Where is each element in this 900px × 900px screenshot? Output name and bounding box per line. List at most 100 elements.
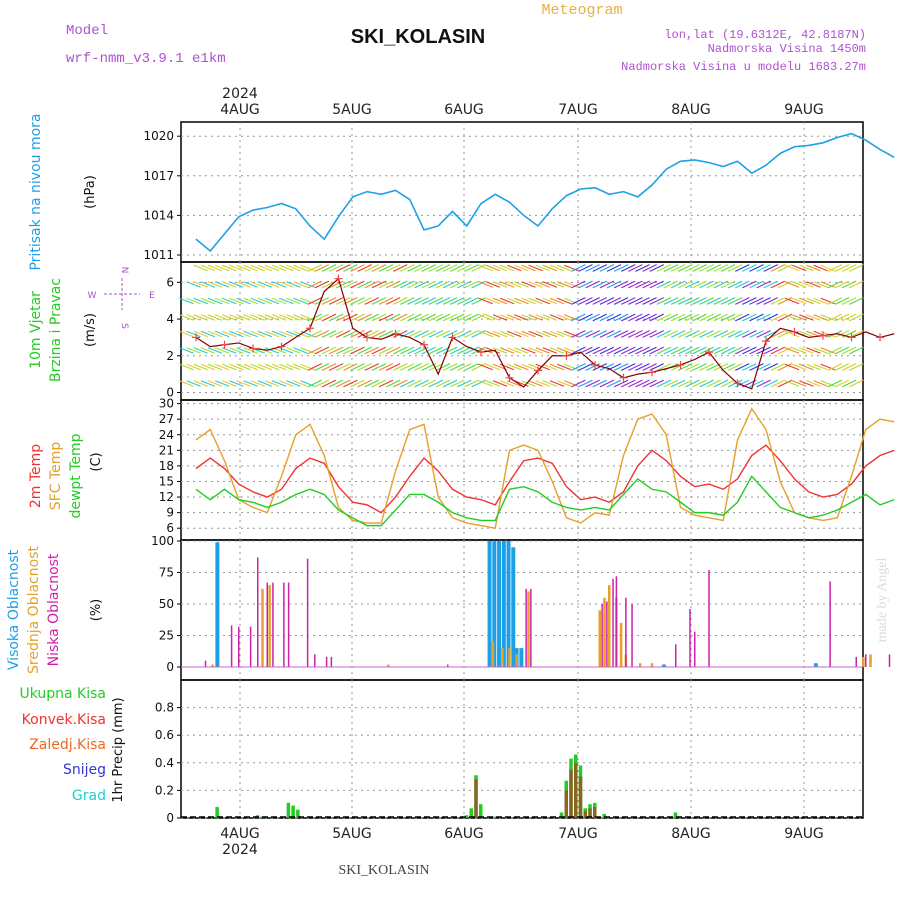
wind-barb [186,363,201,371]
wind-barb [300,281,315,288]
wind-barb [564,330,579,338]
wind-barb [720,379,736,388]
wind-barb [742,363,757,371]
wind-barb [592,264,607,272]
wind-barb [727,363,743,371]
wind-barb [535,314,550,321]
wind-barb [250,281,265,288]
wind-barb [613,363,629,371]
wind-barb [521,380,536,387]
wind-barb [535,264,550,272]
day-label-bottom: 9AUG [784,826,824,842]
wind-barb [307,280,322,289]
wind-barb [293,297,308,305]
wind-barb [229,281,244,288]
precip-bar [286,802,291,818]
cloud-bar [638,663,642,667]
wind-barb [478,330,493,338]
wind-barb [599,264,615,272]
wind-barb [321,379,337,388]
wind-barb [799,264,814,272]
wind-barb [357,264,372,272]
cloud-bar [829,581,831,667]
day-label-bottom: 6AUG [444,826,484,842]
wind-barb [663,264,679,272]
cloud-bar [387,664,390,667]
wind-barb [699,346,714,355]
wind-barb [592,330,607,338]
wind-barb [713,346,729,355]
wind-barb [400,297,415,305]
wind-barb [293,264,308,272]
compass-cross [104,278,140,310]
cloud-bar [601,604,603,667]
wind-barb [222,380,237,387]
wind-barb [336,379,351,388]
wind-barb [400,280,415,289]
wind-barb [749,297,764,305]
wind-barb [207,363,223,371]
wind-barb [678,313,693,322]
wind-barb [378,363,394,371]
wind-barb [200,347,216,354]
cloud-bar [631,604,633,667]
wind-barb [435,330,451,338]
wind-barb [777,379,793,388]
wind-barb [706,297,721,305]
wind-barb [514,363,529,371]
wind-barb [528,330,543,338]
wind-barb [649,297,664,305]
y-tick-label: 1017 [143,169,174,183]
wind-barb [735,346,750,355]
wind-barb [678,379,693,388]
wind-barb [706,330,721,338]
wind-speed-marker [334,274,343,283]
wind-barb [214,380,230,387]
wind-barb [207,264,223,272]
cloud-bar [515,654,518,667]
y-tick-label: 100 [151,534,174,548]
wind-barb [535,347,550,354]
wind-barb [257,297,273,305]
wind-barb [364,280,379,289]
wind-barb [279,330,294,338]
wind-barb [271,297,287,305]
wind-barb [336,363,351,371]
wind-barb [450,280,465,289]
wind-barb [799,314,814,321]
wind-barb [200,314,216,321]
wind-barb [229,363,244,371]
wind-barb [328,346,344,355]
wind-barb [214,330,230,338]
wind-barb [663,313,679,322]
wind-barb [328,330,344,338]
wind-barb [692,313,707,322]
y-tick-label: 27 [159,412,174,426]
wind-barb [407,297,422,305]
wind-barb [556,314,572,321]
cloud-ylabel: Niska Oblacnost [46,553,62,666]
wind-barb [727,313,743,322]
wind-speed-marker [819,331,827,340]
wind-barb [321,264,337,272]
cloud-bar [306,558,309,667]
wind-barb [450,379,465,388]
wind-barb [649,330,664,338]
wind-barb [827,363,843,371]
wind-barb [521,264,536,272]
cloud-bar [527,591,530,667]
wind-barb [706,264,721,272]
wind-barb [492,297,508,305]
wind-barb [286,347,301,354]
wind-barb [528,264,543,272]
wind-barb [421,330,436,338]
wind-barb [663,346,679,355]
wind-barb [336,313,351,322]
wind-ylabel-2: Brzina i Pravac [48,278,64,382]
precip-bar [564,790,568,818]
wind-barb [549,347,565,354]
wind-barb [521,297,536,305]
wind-barb [692,297,707,305]
wind-barb [343,363,358,371]
wind-barb [521,347,536,354]
